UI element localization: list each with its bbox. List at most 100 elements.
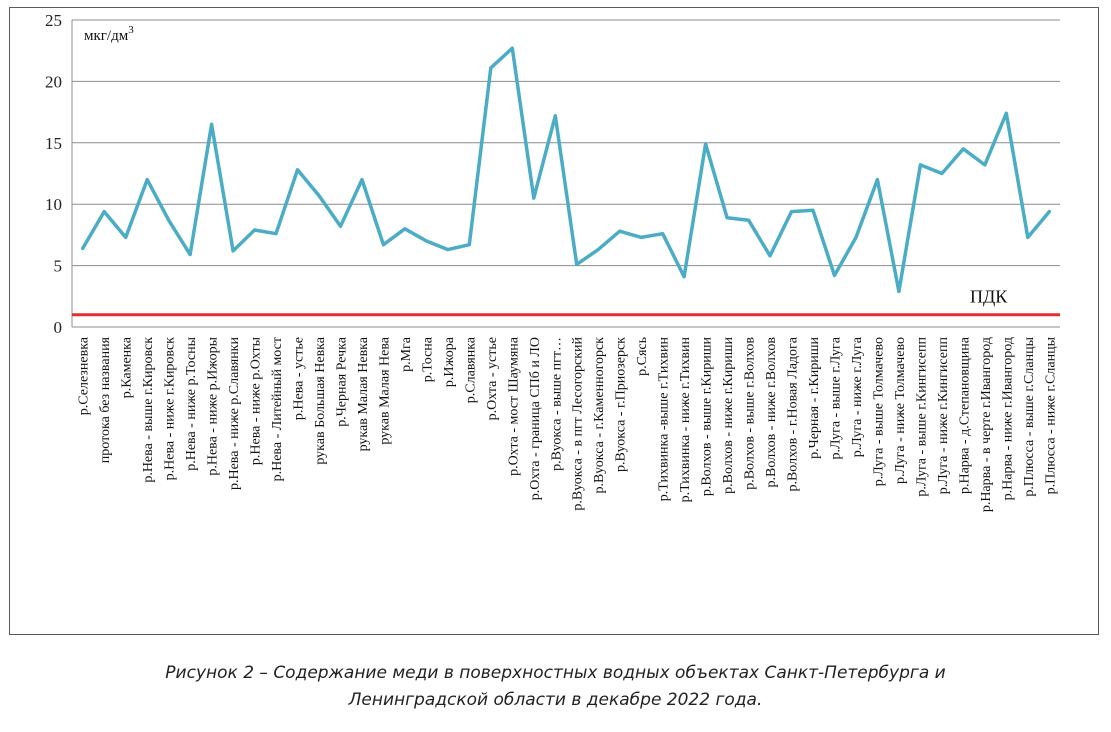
x-category-label: р.Волхов - ниже г.Кириши	[721, 336, 736, 493]
unit-superscript: 3	[128, 24, 134, 36]
x-category-label: р.Луга - выше г.Кингисепп	[914, 336, 929, 496]
copper-series-line	[80, 46, 1052, 294]
data-point	[747, 218, 751, 222]
data-point	[124, 235, 128, 239]
y-tick-label: 5	[54, 257, 63, 276]
x-category-label: р.Волхов - ниже г.Волхов	[764, 337, 779, 488]
x-category-label: р.Луга - выше Толмачево	[871, 337, 886, 486]
data-point	[489, 66, 493, 70]
data-point	[424, 239, 428, 243]
x-category-label: р.Нева - выше г.Кировск	[141, 337, 156, 483]
x-category-label: р.Нева - ниже г.Кировск	[163, 337, 178, 481]
x-category-label: р.Ижора	[442, 336, 457, 387]
x-category-label: р.Черная Речка	[334, 336, 349, 427]
x-category-label: рукав Малая Невка	[356, 336, 371, 451]
x-category-label: р.Вуокса - в пгт Лесогорский	[571, 337, 586, 511]
data-point	[639, 235, 643, 239]
data-point	[145, 178, 149, 182]
y-tick-label: 20	[45, 72, 62, 91]
x-category-label: р.Охта - устье	[485, 337, 500, 420]
x-category-label: р.Каменка	[120, 336, 135, 398]
x-category-label: р.Нева - ниже р.Ижоры	[206, 336, 221, 475]
x-category-label: рукав Большая Невка	[313, 336, 328, 464]
data-point	[940, 172, 944, 175]
x-category-label: р.Плюсса - выше г.Сланцы	[1022, 336, 1037, 496]
data-point	[317, 194, 321, 198]
data-point	[231, 249, 235, 253]
x-category-label: р.Вуокса - выше пгт…	[549, 337, 564, 471]
x-category-label: р.Нева - Литейный мост	[270, 337, 285, 481]
data-point	[338, 224, 342, 228]
x-category-label: р.Черная - г.Кириши	[807, 337, 822, 459]
x-category-label: р.Волхов - выше г.Кириши	[700, 337, 715, 497]
data-point	[510, 46, 514, 50]
x-category-label: р.Нарва - ниже г.Ивангород	[1000, 337, 1015, 500]
x-category-label: р.Нева - ниже р.Охты	[249, 336, 264, 465]
x-category-label: р.Тосна	[420, 336, 435, 382]
x-category-label: р.Мга	[399, 336, 414, 372]
data-point	[467, 243, 471, 247]
data-point	[918, 163, 922, 167]
data-point	[446, 248, 450, 252]
x-category-label: р.Нарва - в черте г.Ивангород	[979, 337, 994, 512]
data-point	[1047, 210, 1051, 214]
data-point	[790, 210, 794, 214]
caption-line-1: Рисунок 2 – Содержание меди в поверхност…	[165, 663, 946, 683]
data-point	[188, 253, 192, 257]
x-category-label: р.Вуокса - г.Каменногорск	[592, 337, 607, 494]
x-category-label: р.Тихвинка - ниже г.Тихвин	[678, 337, 693, 503]
data-point	[167, 218, 171, 222]
data-point	[961, 147, 965, 151]
data-point	[661, 232, 665, 236]
data-point	[575, 262, 579, 266]
data-point	[682, 275, 686, 279]
data-point	[210, 122, 214, 126]
figure-caption: Рисунок 2 – Содержание меди в поверхност…	[0, 660, 1111, 714]
x-category-label: р.Нева - ниже р.Тосны	[184, 336, 199, 470]
x-category-label: р.Славянка	[463, 336, 478, 403]
x-category-label: р.Нева - ниже р.Славянки	[227, 337, 242, 491]
data-point	[553, 114, 557, 118]
data-point	[532, 196, 536, 200]
x-category-label: р.Луга - ниже г.Кингисепп	[936, 337, 951, 495]
data-point	[704, 142, 708, 146]
x-category-label: р.Сясь	[635, 337, 650, 376]
data-point	[1026, 235, 1030, 239]
x-category-label: р.Охта - мост Шаумяна	[506, 336, 521, 476]
y-tick-label: 25	[45, 11, 62, 30]
data-point	[274, 232, 278, 236]
x-category-label: рукав Малая Нева	[377, 336, 392, 444]
x-category-label: р.Селезневка	[77, 336, 92, 415]
data-point	[102, 210, 106, 214]
x-category-label: р.Волхов - выше г.Волхов	[743, 337, 758, 490]
x-category-label: р.Нарва - д.Степановщина	[957, 336, 972, 494]
x-category-label: р.Плюсса - ниже г.Сланцы	[1043, 336, 1058, 494]
data-point	[253, 228, 257, 232]
x-category-label: р.Тихвинка -выше г.Тихвин	[657, 337, 672, 502]
x-category-label: р.Волхов - г.Новая Ладога	[786, 336, 801, 491]
pdk-label: ПДК	[970, 287, 1008, 307]
data-point	[360, 178, 364, 182]
data-point	[1004, 111, 1008, 115]
data-point	[403, 227, 407, 231]
data-point	[832, 273, 836, 277]
data-point	[381, 243, 385, 247]
y-tick-label: 15	[45, 134, 62, 153]
data-point	[296, 168, 300, 172]
data-point	[81, 246, 85, 250]
data-point	[725, 216, 729, 220]
x-category-label: р.Охта - граница СПб и ЛО	[528, 337, 543, 500]
data-point	[854, 235, 858, 239]
caption-line-2: Ленинградской области в декабре 2022 год…	[348, 690, 763, 710]
y-tick-label: 10	[45, 195, 62, 214]
unit-label: мкг/дм3	[84, 24, 134, 44]
data-point	[875, 178, 879, 182]
data-point	[596, 248, 600, 252]
data-point	[768, 254, 772, 258]
copper-chart: 0 5 10 15 20 25 мкг/дм3 ПДК р.Селезневка протока …	[45, 11, 1060, 512]
data-point	[983, 163, 987, 167]
y-tick-label: 0	[54, 318, 63, 337]
x-category-label: протока без названия	[98, 336, 113, 463]
x-category-label: р.Луга - выше г.Луга	[828, 336, 843, 459]
data-point	[897, 289, 901, 293]
